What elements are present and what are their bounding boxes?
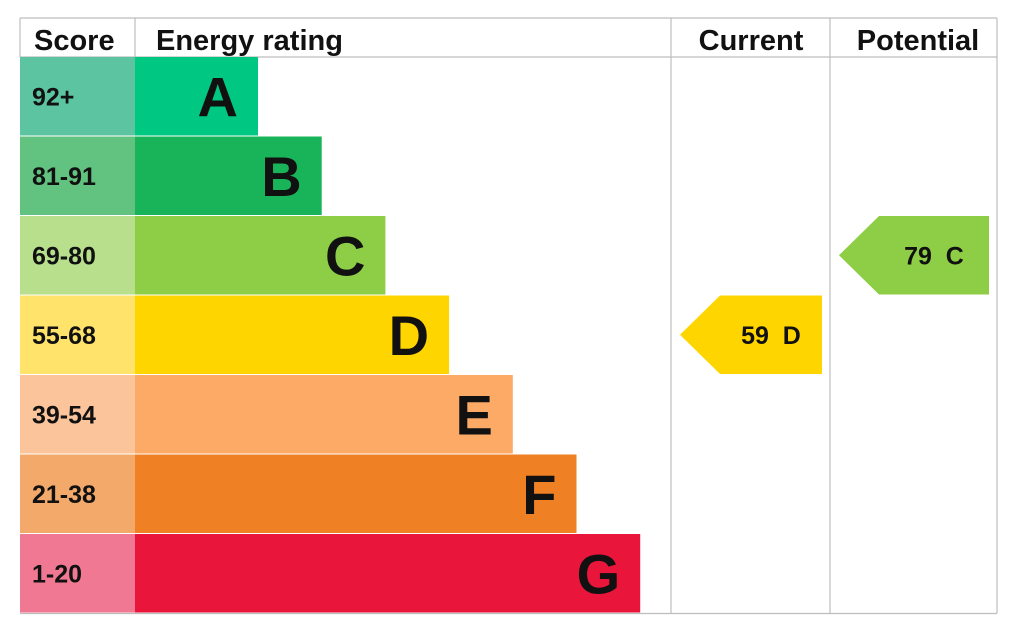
rating-bar-d bbox=[135, 295, 450, 374]
rating-indicators: 59 D 79 C bbox=[680, 216, 989, 374]
header-score: Score bbox=[34, 25, 115, 57]
score-range-e: 39-54 bbox=[32, 401, 96, 429]
header-potential: Potential bbox=[857, 25, 979, 57]
score-cell-c bbox=[20, 216, 135, 295]
current-rating-label: 59 D bbox=[741, 322, 801, 350]
rating-bar-g bbox=[135, 534, 641, 613]
score-cell-a bbox=[20, 57, 135, 136]
score-range-f: 21-38 bbox=[32, 481, 96, 509]
rating-bar-a bbox=[135, 57, 258, 136]
potential-rating-arrow bbox=[839, 216, 989, 295]
rating-bar-f bbox=[135, 454, 577, 533]
score-cell-b bbox=[20, 136, 135, 215]
rating-letter-d: D bbox=[389, 304, 429, 367]
rating-letter-e: E bbox=[455, 383, 492, 446]
score-range-g: 1-20 bbox=[32, 560, 82, 588]
header-current: Current bbox=[699, 25, 804, 57]
rating-letter-a: A bbox=[198, 65, 238, 128]
rating-letter-b: B bbox=[261, 145, 301, 208]
score-cell-f bbox=[20, 454, 135, 533]
rating-letter-f: F bbox=[522, 463, 556, 526]
current-rating-arrow bbox=[680, 295, 822, 374]
rating-bar-e bbox=[135, 375, 513, 454]
rating-bands: 92+ A 81-91 B 69-80 C 55-68 D 39-54 E 21-38 F 1-20 G bbox=[20, 57, 641, 613]
score-range-d: 55-68 bbox=[32, 322, 96, 350]
rating-letter-g: G bbox=[577, 542, 621, 605]
score-cell-g bbox=[20, 534, 135, 613]
score-cell-e bbox=[20, 375, 135, 454]
rating-bar-b bbox=[135, 136, 322, 215]
rating-bar-c bbox=[135, 216, 386, 295]
rating-letter-c: C bbox=[325, 224, 365, 287]
header-energy-rating: Energy rating bbox=[156, 25, 343, 57]
score-range-b: 81-91 bbox=[32, 163, 96, 191]
potential-rating-label: 79 C bbox=[904, 242, 964, 270]
score-cell-d bbox=[20, 295, 135, 374]
score-range-c: 69-80 bbox=[32, 242, 96, 270]
score-range-a: 92+ bbox=[32, 83, 74, 111]
